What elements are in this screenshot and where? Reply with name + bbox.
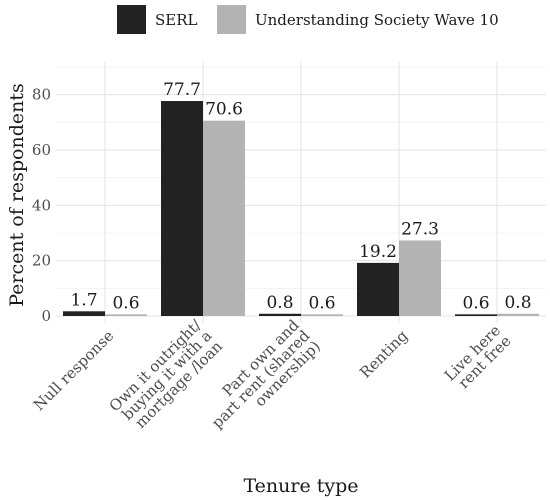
x-category-label: Renting bbox=[356, 326, 411, 381]
legend-label-serl: SERL bbox=[155, 11, 198, 29]
data-label: 77.7 bbox=[163, 80, 201, 100]
bars bbox=[63, 101, 539, 316]
bar-understanding-society-3 bbox=[399, 240, 441, 316]
bar-understanding-society-4 bbox=[497, 313, 539, 316]
data-labels: 1.7 77.7 0.8 19.2 0.6 0.6 70.6 0.6 27.3 0.8 bbox=[70, 80, 531, 313]
data-label: 27.3 bbox=[401, 219, 439, 239]
data-label: 1.7 bbox=[70, 290, 97, 310]
data-label: 0.8 bbox=[266, 293, 293, 313]
y-axis-ticks: 0 20 40 60 80 bbox=[32, 86, 51, 325]
gridlines bbox=[56, 62, 546, 323]
x-category-label-line: Renting bbox=[356, 326, 411, 381]
x-axis-title: Tenure type bbox=[243, 475, 358, 497]
data-label: 0.6 bbox=[462, 293, 489, 313]
legend-label-understanding-society: Understanding Society Wave 10 bbox=[255, 11, 499, 29]
y-tick-label: 60 bbox=[32, 141, 51, 159]
x-category-label-line: Null response bbox=[30, 327, 118, 415]
bar-serl-1 bbox=[161, 101, 203, 316]
bar-understanding-society-1 bbox=[203, 120, 245, 316]
x-category-label-line: part rent (shared bbox=[208, 326, 314, 432]
data-label: 0.8 bbox=[504, 293, 531, 313]
bar-serl-0 bbox=[63, 311, 105, 316]
legend-swatch-serl bbox=[117, 5, 146, 34]
data-label: 70.6 bbox=[205, 100, 243, 120]
y-tick-label: 0 bbox=[41, 307, 51, 325]
x-category-label: Null response bbox=[30, 327, 118, 415]
bar-understanding-society-0 bbox=[105, 314, 147, 316]
legend: SERL Understanding Society Wave 10 bbox=[117, 5, 499, 34]
bar-serl-3 bbox=[357, 262, 399, 316]
bar-serl-2 bbox=[259, 313, 301, 316]
data-label: 19.2 bbox=[359, 242, 397, 262]
y-tick-label: 20 bbox=[32, 252, 51, 270]
data-label: 0.6 bbox=[308, 293, 335, 313]
bar-understanding-society-2 bbox=[301, 314, 343, 316]
data-label: 0.6 bbox=[112, 293, 139, 313]
legend-swatch-understanding-society bbox=[217, 5, 246, 34]
y-tick-label: 40 bbox=[32, 196, 51, 214]
y-tick-label: 80 bbox=[32, 86, 51, 104]
y-axis-title: Percent of respondents bbox=[6, 83, 28, 307]
bar-serl-4 bbox=[455, 314, 497, 316]
